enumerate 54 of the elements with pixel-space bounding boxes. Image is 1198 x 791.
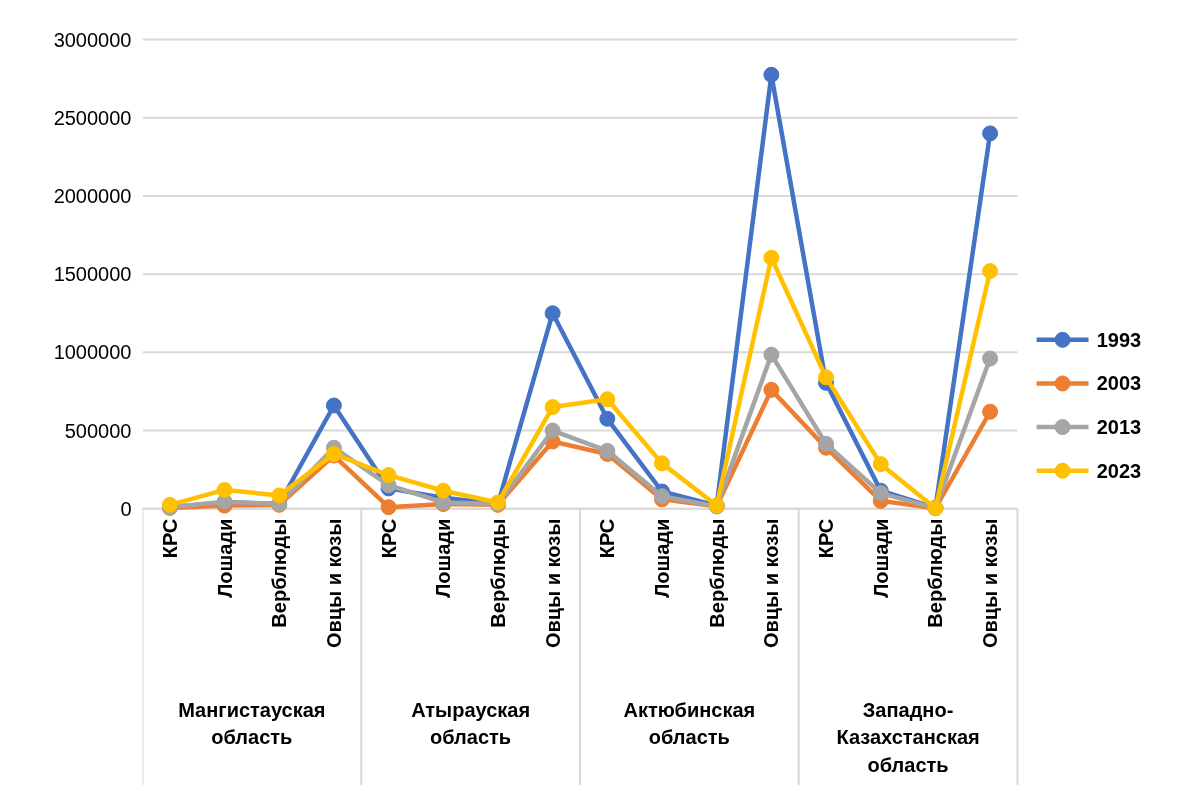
point <box>544 422 561 439</box>
point <box>271 487 288 504</box>
x-tick-label: КРС <box>815 518 838 559</box>
point <box>325 397 342 414</box>
point <box>216 481 233 498</box>
legend-label: 2003 <box>1096 372 1142 395</box>
point <box>380 467 397 484</box>
y-tick-label: 3000000 <box>53 28 132 51</box>
y-tick-label: 500000 <box>64 419 132 442</box>
point <box>982 403 999 420</box>
point <box>818 369 835 386</box>
point <box>763 66 780 83</box>
point <box>763 249 780 266</box>
x-tick-label: Верблюды <box>486 518 509 628</box>
point <box>982 125 999 142</box>
x-tick-label: Лошади <box>213 518 236 598</box>
legend-label: 2013 <box>1096 416 1142 439</box>
text: Западно-Казахстанская область <box>836 698 980 776</box>
text: Атырауская область <box>411 698 531 749</box>
point <box>654 455 670 472</box>
x-tick-label: Верблюды <box>924 518 947 628</box>
x-tick-label: Лошади <box>651 518 673 598</box>
point <box>544 305 561 322</box>
x-tick-label: Верблюды <box>268 518 291 628</box>
y-tick-label: 2500000 <box>53 106 132 129</box>
point <box>872 456 889 473</box>
text: Актюбинская область <box>623 698 756 749</box>
legend-label: 2023 <box>1096 459 1142 482</box>
legend-label: 1993 <box>1096 328 1142 351</box>
x-tick-label: Лошади <box>869 518 892 598</box>
y-tick-label: 1500000 <box>53 263 132 286</box>
point <box>982 263 999 279</box>
point <box>599 391 616 408</box>
x-tick-label: КРС <box>377 518 400 559</box>
x-tick-label: Овцы и козы <box>760 518 783 649</box>
x-tick-label: КРС <box>158 518 181 559</box>
x-tick-label: Лошади <box>432 518 455 598</box>
point <box>544 399 561 416</box>
text: Мангистауская область <box>178 698 326 749</box>
x-tick-label: Овцы и козы <box>322 518 345 649</box>
y-tick-label: 2000000 <box>53 184 132 207</box>
point <box>763 381 780 398</box>
point <box>818 435 835 452</box>
x-tick-label: Овцы и козы <box>979 518 1002 649</box>
point <box>380 499 397 516</box>
y-tick-label: 0 <box>120 497 132 520</box>
point <box>599 410 616 427</box>
x-tick-label: Овцы и козы <box>541 518 564 649</box>
y-tick-label: 1000000 <box>53 341 132 364</box>
x-tick-label: КРС <box>596 518 619 559</box>
point <box>763 346 780 363</box>
x-tick-label: Верблюды <box>705 518 728 628</box>
point <box>435 482 452 499</box>
point <box>982 350 999 367</box>
